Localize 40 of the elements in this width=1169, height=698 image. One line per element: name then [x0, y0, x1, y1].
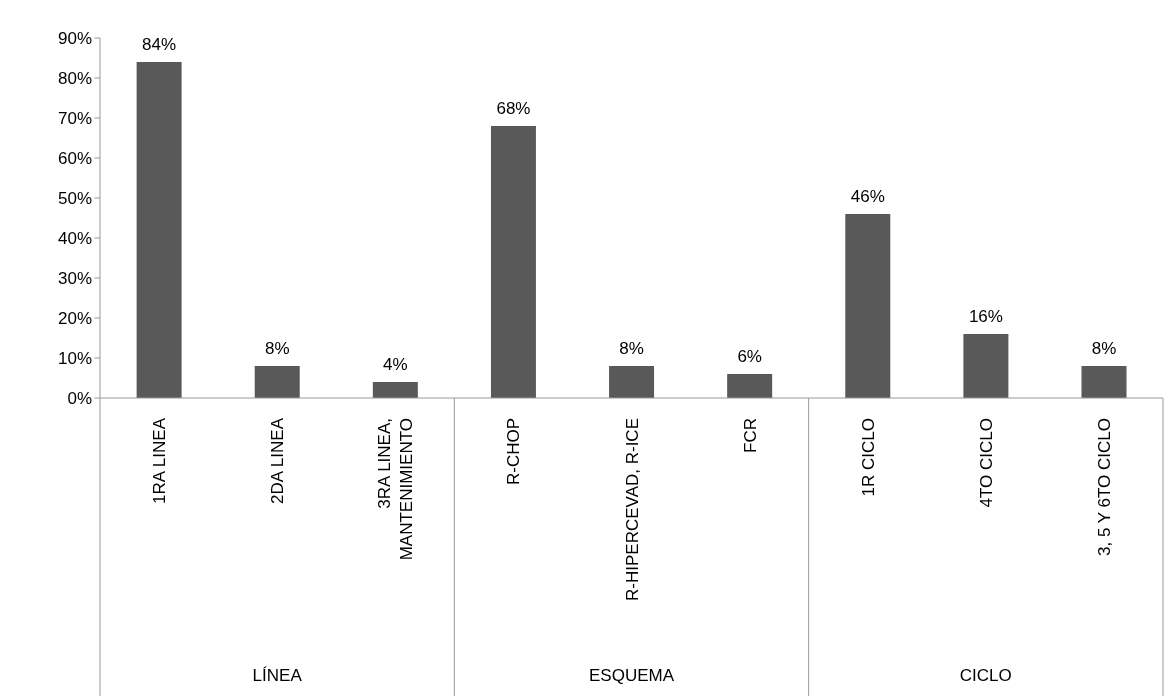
- bar: [1081, 366, 1127, 398]
- y-tick-label: 40%: [57, 229, 92, 249]
- x-tick-label: 3, 5 Y 6TO CICLO: [1094, 418, 1114, 556]
- data-label: 6%: [737, 347, 762, 366]
- data-label: 4%: [383, 355, 408, 374]
- data-label: 8%: [619, 339, 644, 358]
- data-label: 16%: [968, 307, 1003, 326]
- y-tick-label: 70%: [57, 109, 92, 129]
- data-label: 84%: [142, 35, 177, 54]
- y-tick-label: 10%: [57, 349, 92, 369]
- data-label: 68%: [496, 99, 531, 118]
- bar: [372, 382, 418, 398]
- bar: [136, 62, 182, 398]
- y-tick-label: 30%: [57, 269, 92, 289]
- data-label: 46%: [850, 187, 885, 206]
- data-label: 8%: [1091, 339, 1117, 358]
- y-tick-label: 80%: [57, 69, 92, 89]
- x-tick-label: R-CHOP: [504, 418, 524, 486]
- x-tick-label: 4TO CICLO: [976, 418, 996, 508]
- bar: [254, 366, 300, 398]
- y-tick-label: 50%: [57, 189, 92, 209]
- data-label: 8%: [264, 339, 290, 358]
- y-tick-label: 60%: [57, 149, 92, 169]
- text: CICLO: [959, 666, 1012, 685]
- text: ESQUEMA: [588, 666, 675, 685]
- x-tick-label: 1R CICLO: [858, 418, 878, 497]
- x-tick-label: 3RA LINEA, MANTENIMIENTO: [375, 418, 417, 561]
- x-tick-label: 1RA LINEA: [150, 417, 170, 504]
- y-tick-label: 90%: [57, 29, 92, 49]
- bar: [490, 126, 536, 398]
- x-tick-label: R-HIPERCEVAD, R-ICE: [622, 418, 642, 601]
- x-tick-label: 2DA LINEA: [268, 417, 288, 504]
- bar: [727, 374, 773, 398]
- text: LÍNEA: [252, 666, 303, 685]
- bar: [963, 334, 1009, 398]
- y-tick-label: 20%: [57, 309, 92, 329]
- y-tick-label: 0%: [67, 389, 92, 409]
- bar: [845, 214, 891, 398]
- bar: [609, 366, 655, 398]
- x-tick-label: FCR: [740, 418, 760, 453]
